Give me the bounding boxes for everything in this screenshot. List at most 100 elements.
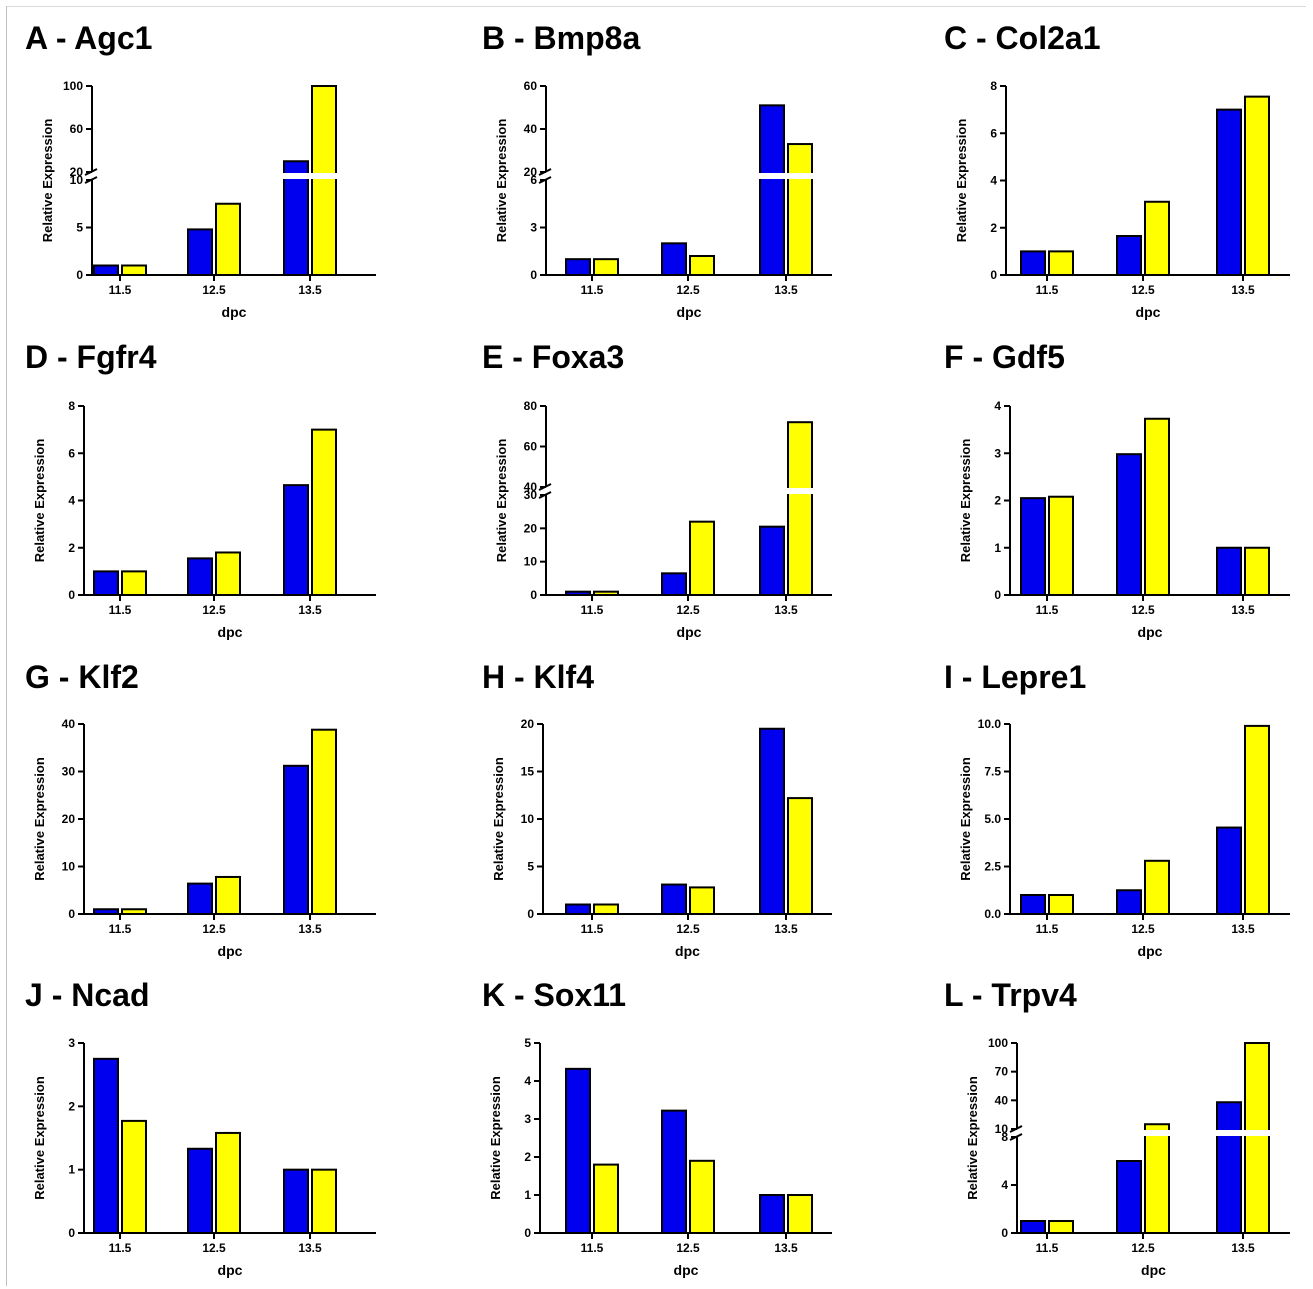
bar-series-2 bbox=[689, 520, 715, 597]
y-tick-label: 60 bbox=[70, 122, 84, 136]
y-axis-label: Relative Expression bbox=[958, 439, 973, 563]
bar-series-1 bbox=[661, 242, 687, 276]
bar-series-2 bbox=[1244, 724, 1270, 916]
bar-series-1 bbox=[1216, 1101, 1242, 1234]
y-tick-label: 4 bbox=[68, 494, 75, 508]
axis-break-gap bbox=[1009, 1130, 1292, 1136]
panel-6: F - Gdf5 Relative Expression 0 1 2 3 4 11.5 12.5… bbox=[944, 339, 1290, 640]
bar-series-2 bbox=[121, 1119, 147, 1235]
bar-series-1 bbox=[93, 1057, 119, 1235]
y-tick-label: 3 bbox=[524, 1112, 531, 1126]
y-tick-label: 20 bbox=[70, 165, 84, 179]
y-tick-label: 70 bbox=[995, 1065, 1009, 1079]
bar-series-1 bbox=[661, 883, 687, 915]
x-tick-label: 12.5 bbox=[676, 922, 700, 936]
y-tick-label: 100 bbox=[63, 79, 83, 93]
y-tick-label: 4 bbox=[994, 399, 1001, 413]
y-tick-label: 100 bbox=[988, 1036, 1008, 1050]
x-tick-label: 13.5 bbox=[1231, 283, 1255, 297]
bar-series-1 bbox=[1216, 546, 1242, 596]
y-tick-label: 0 bbox=[68, 907, 75, 921]
y-tick-label: 2.5 bbox=[984, 860, 1001, 874]
x-tick-label: 13.5 bbox=[774, 283, 798, 297]
y-tick-label: 0 bbox=[530, 588, 537, 602]
x-tick-label: 13.5 bbox=[1231, 922, 1255, 936]
x-tick-label: 12.5 bbox=[1131, 1241, 1155, 1255]
panel-8: H - Klf4 Relative Expression 0 5 10 15 20 11.5 1… bbox=[482, 659, 832, 959]
x-tick-label: 11.5 bbox=[109, 603, 132, 617]
y-tick-label: 0 bbox=[530, 268, 537, 282]
bar-series-2 bbox=[787, 797, 813, 915]
bar-series-2 bbox=[689, 1159, 715, 1235]
y-tick-label: 30 bbox=[62, 765, 76, 779]
y-tick-label: 4 bbox=[1001, 1178, 1008, 1192]
panel-10: J - Ncad Relative Expression 0 1 2 3 11.5 12.5 1… bbox=[25, 977, 376, 1278]
bar-series-2 bbox=[311, 728, 337, 916]
bar-series-2 bbox=[311, 85, 337, 276]
y-tick-label: 2 bbox=[990, 221, 997, 235]
bar-series-1 bbox=[759, 525, 785, 597]
panel-9: I - Lepre1 Relative Expression 0.0 2.5 5.0 7.… bbox=[944, 659, 1290, 959]
y-tick-label: 0 bbox=[76, 268, 83, 282]
bar-series-2 bbox=[593, 1163, 619, 1234]
y-tick-label: 20 bbox=[62, 812, 76, 826]
y-tick-label: 0 bbox=[527, 907, 534, 921]
y-tick-label: 60 bbox=[524, 440, 538, 454]
bar-series-2 bbox=[1048, 894, 1074, 915]
x-axis-label: dpc bbox=[674, 1262, 699, 1278]
bar-series-2 bbox=[1048, 495, 1074, 596]
bar-series-1 bbox=[187, 1147, 213, 1235]
y-tick-label: 15 bbox=[521, 765, 535, 779]
y-tick-label: 0 bbox=[994, 588, 1001, 602]
bar-series-1 bbox=[661, 1109, 687, 1235]
y-tick-label: 2 bbox=[68, 541, 75, 555]
x-axis-label: dpc bbox=[222, 304, 247, 320]
bar-series-2 bbox=[689, 886, 715, 916]
y-axis-label: Relative Expression bbox=[494, 119, 509, 243]
bar-series-2 bbox=[215, 1131, 241, 1235]
bar-series-2 bbox=[311, 428, 337, 596]
y-tick-label: 10.0 bbox=[978, 717, 1002, 731]
bar-series-2 bbox=[593, 903, 619, 915]
bar-series-1 bbox=[565, 1067, 591, 1234]
y-tick-label: 40 bbox=[524, 122, 538, 136]
y-tick-label: 5 bbox=[524, 1036, 531, 1050]
x-axis-label: dpc bbox=[1141, 1262, 1166, 1278]
y-tick-label: 3 bbox=[530, 221, 537, 235]
y-axis-label: Relative Expression bbox=[488, 1076, 503, 1200]
y-tick-label: 0 bbox=[1001, 1226, 1008, 1240]
y-tick-label: 1 bbox=[524, 1188, 531, 1202]
bar-series-2 bbox=[215, 875, 241, 916]
y-tick-label: 40 bbox=[524, 480, 538, 494]
panel-title: K - Sox11 bbox=[482, 977, 626, 1013]
bar-series-1 bbox=[759, 727, 785, 915]
y-tick-label: 2 bbox=[524, 1150, 531, 1164]
x-tick-label: 12.5 bbox=[202, 603, 226, 617]
bar-series-2 bbox=[1244, 546, 1270, 596]
bar-series-1 bbox=[1020, 497, 1046, 597]
bar-series-1 bbox=[1216, 108, 1242, 276]
bar-series-2 bbox=[593, 258, 619, 276]
x-axis-label: dpc bbox=[1138, 624, 1163, 640]
y-tick-label: 0 bbox=[990, 268, 997, 282]
y-axis-label: Relative Expression bbox=[491, 757, 506, 881]
bar-series-1 bbox=[1116, 1160, 1142, 1234]
y-tick-label: 6 bbox=[530, 173, 537, 187]
y-tick-label: 40 bbox=[995, 1093, 1009, 1107]
figure-frame bbox=[6, 6, 1306, 1286]
y-tick-label: 1 bbox=[68, 1163, 75, 1177]
bar-series-1 bbox=[1216, 826, 1242, 915]
panel-title: I - Lepre1 bbox=[944, 659, 1086, 695]
bar-series-1 bbox=[283, 1168, 309, 1234]
bar-series-2 bbox=[787, 1194, 813, 1234]
bar-series-2 bbox=[215, 551, 241, 596]
x-tick-label: 11.5 bbox=[1036, 1241, 1059, 1255]
axis-break-gap bbox=[538, 488, 834, 494]
y-tick-label: 4 bbox=[524, 1074, 531, 1088]
panel-7: G - Klf2 Relative Expression 0 10 20 30 40 11.5… bbox=[25, 659, 376, 959]
y-tick-label: 10 bbox=[70, 173, 84, 187]
bar-series-2 bbox=[311, 1168, 337, 1234]
x-tick-label: 13.5 bbox=[1231, 1241, 1255, 1255]
y-tick-label: 3 bbox=[994, 446, 1001, 460]
